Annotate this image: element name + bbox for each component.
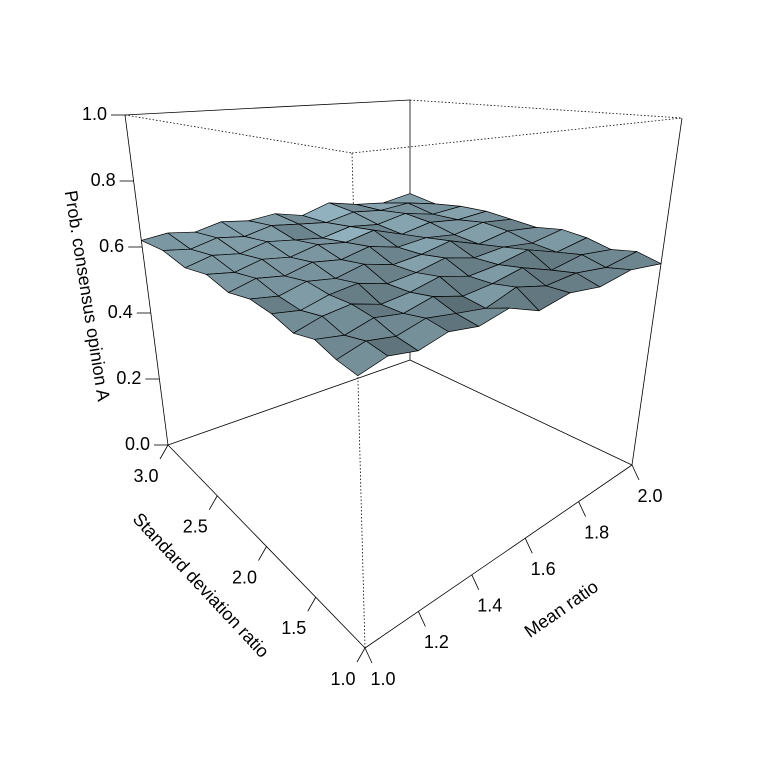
surface <box>140 193 662 377</box>
x-tick-label: 1.6 <box>531 559 556 579</box>
z-tick-label: 1.0 <box>82 104 107 124</box>
x-tick-label: 1.2 <box>424 632 449 652</box>
x-tick-label: 1.0 <box>370 669 395 689</box>
x-tick <box>524 538 533 554</box>
box-edge <box>167 359 411 446</box>
z-axis-title: Prob. consensus opinion A <box>61 189 114 403</box>
y-tick-label: 1.5 <box>281 618 306 638</box>
y-tick-label: 2.0 <box>232 567 257 587</box>
z-tick-label: 0.6 <box>99 236 124 256</box>
surface-facet <box>382 193 436 205</box>
x-tick-label: 1.8 <box>584 522 609 542</box>
surface-facet <box>335 340 389 377</box>
x-tick <box>578 501 586 517</box>
x-tick <box>631 464 640 481</box>
box-edge <box>631 117 683 466</box>
box-edge <box>364 464 633 649</box>
box-front: 0.0 0.2 0.4 0.6 0.8 1.0 1.0 1.2 1.4 1.6 1.8 2.0 1.0 1… <box>61 104 683 689</box>
y-tick <box>208 495 218 510</box>
box-edge <box>124 114 353 154</box>
box-edge <box>124 99 411 116</box>
box-edge <box>124 114 169 446</box>
x-tick <box>418 611 426 627</box>
z-tick-label: 0.2 <box>116 368 141 388</box>
y-tick <box>356 647 366 663</box>
box-edge <box>409 359 633 466</box>
x-tick-label: 2.0 <box>637 486 662 506</box>
y-tick <box>258 546 267 561</box>
x-tick-label: 1.4 <box>477 596 502 616</box>
box-back <box>124 99 683 649</box>
x-tick <box>364 647 373 664</box>
x-tick <box>471 574 480 590</box>
y-tick-label: 1.0 <box>330 669 355 689</box>
z-tick-label: 0.8 <box>91 170 116 190</box>
y-tick-label: 3.0 <box>133 466 158 486</box>
x-axis-title: Mean ratio <box>521 576 602 641</box>
y-tick <box>307 597 317 612</box>
z-tick-label: 0.0 <box>125 434 150 454</box>
y-tick <box>159 444 169 460</box>
z-tick-label: 0.4 <box>108 302 133 322</box>
box-edge <box>409 99 683 119</box>
y-tick-label: 2.5 <box>183 517 208 537</box>
box-edge <box>351 117 683 154</box>
